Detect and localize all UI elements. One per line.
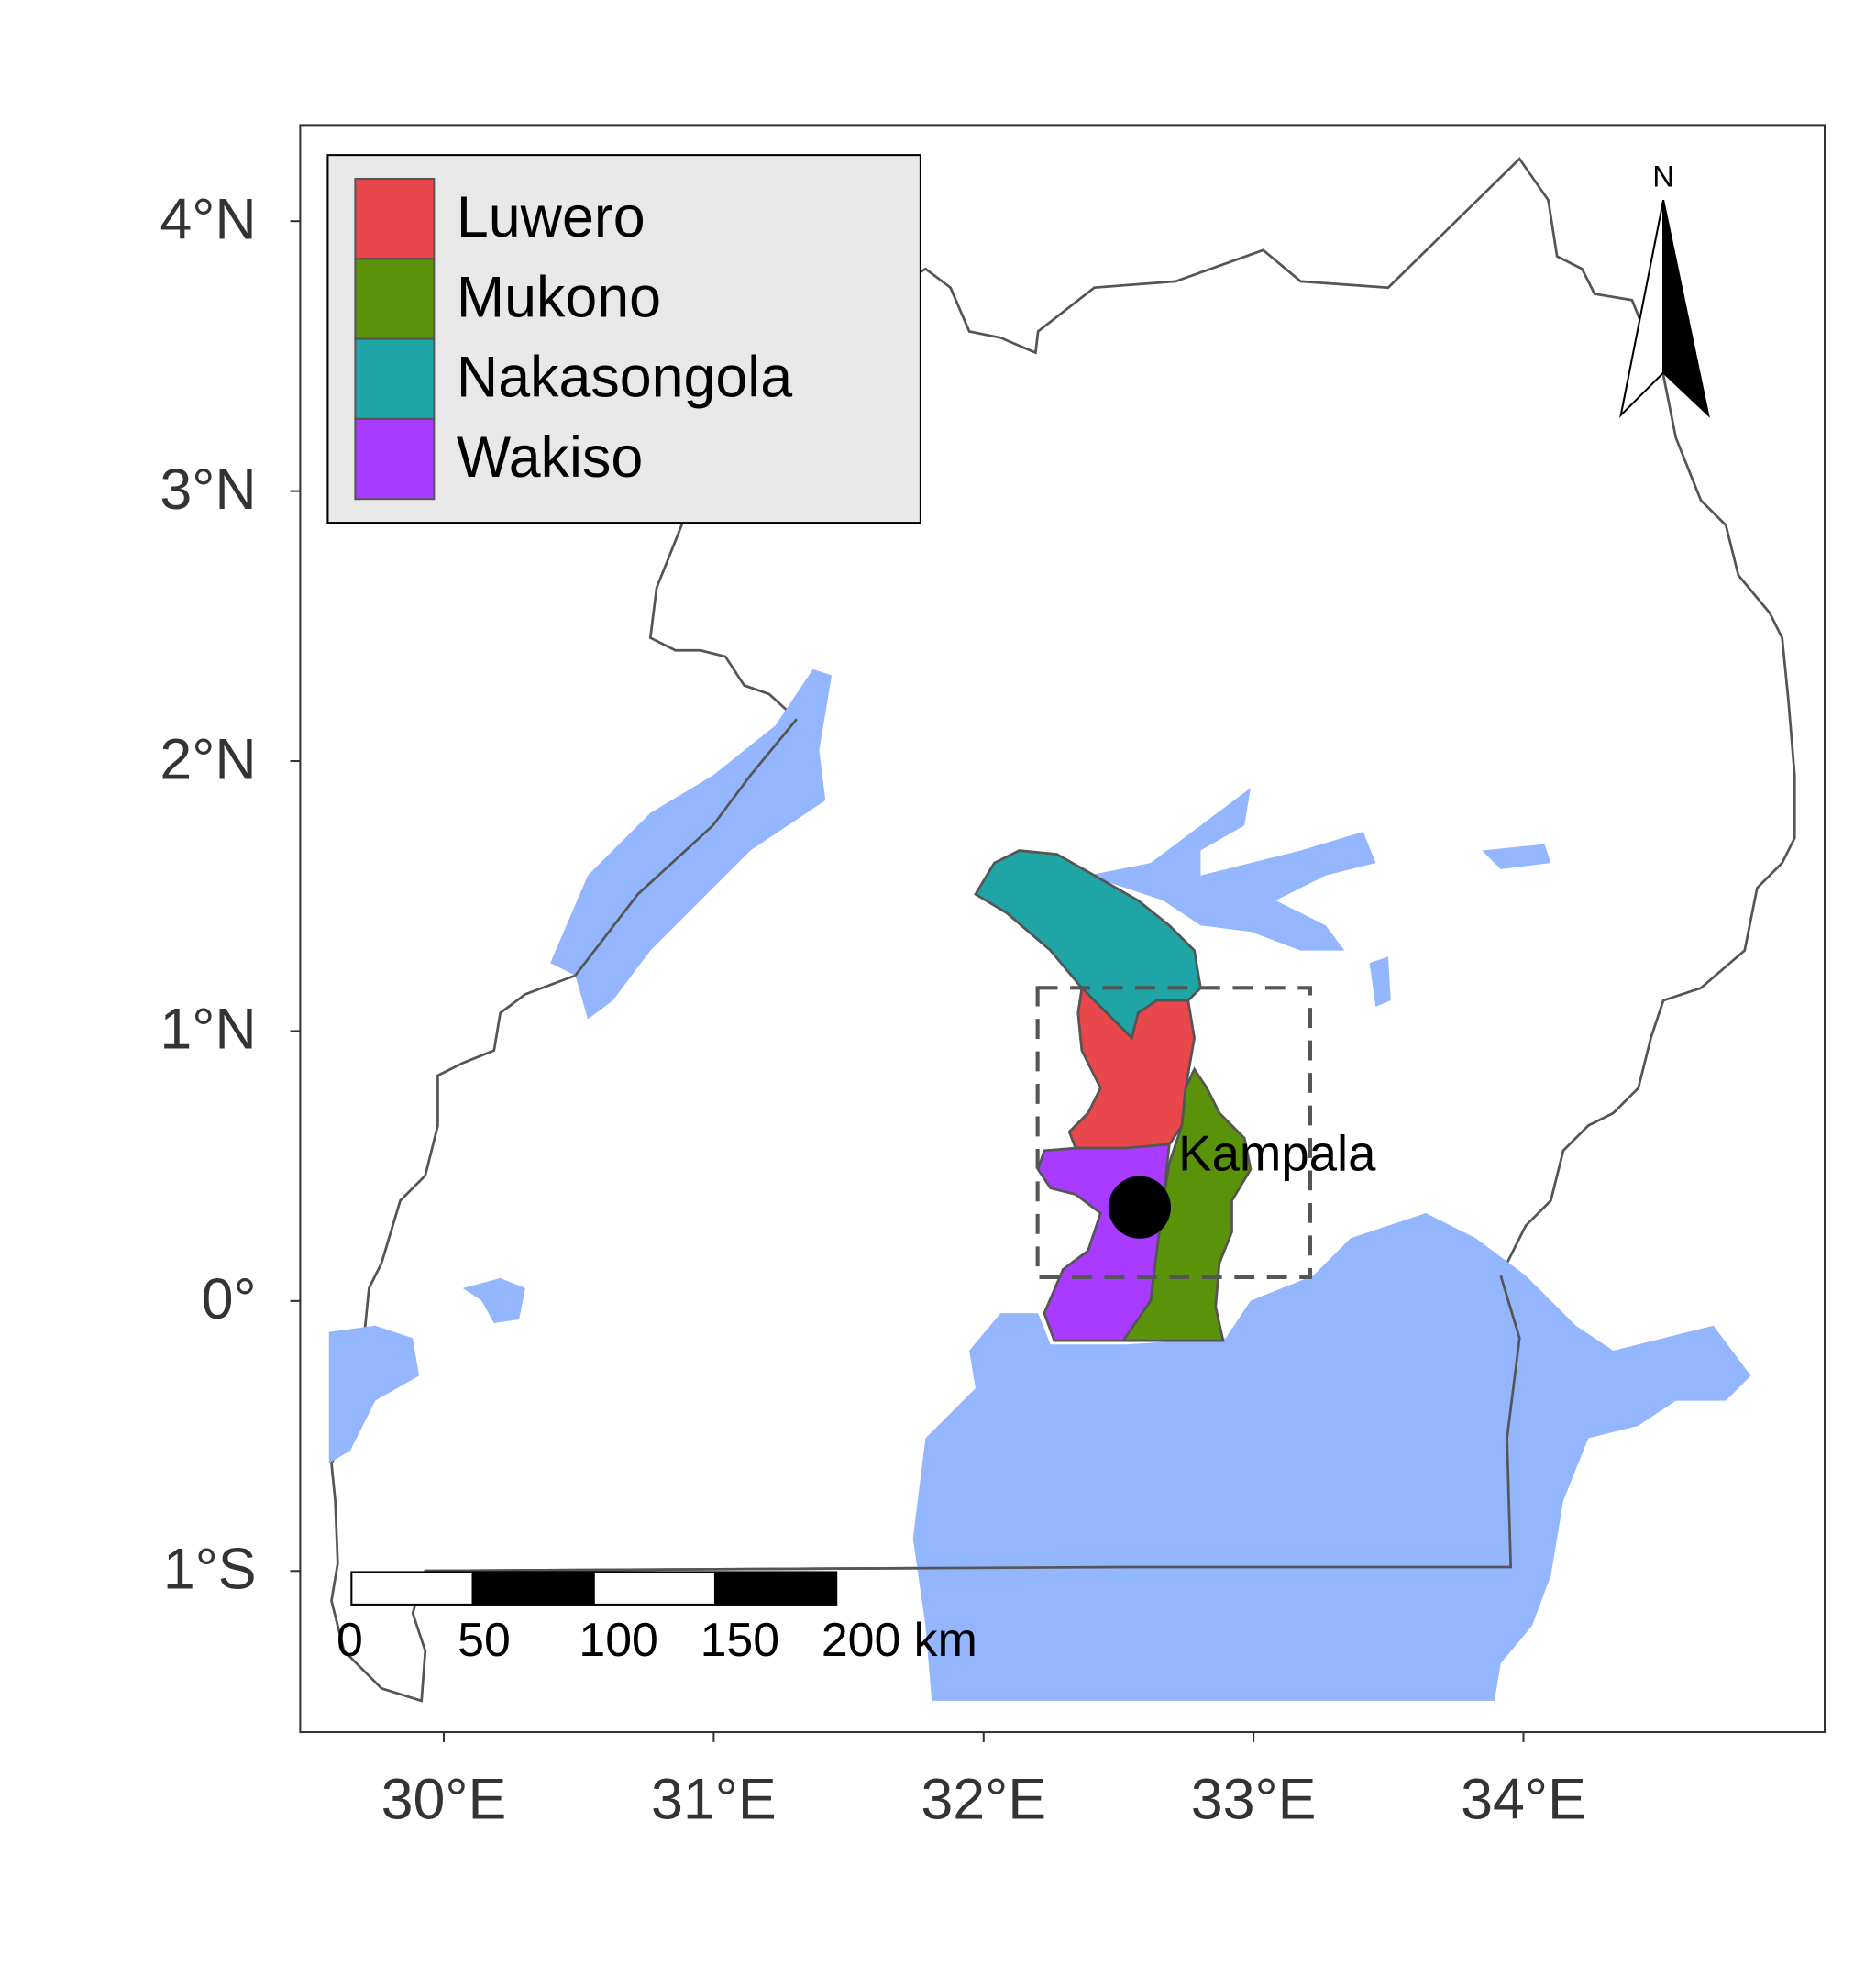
- scale-label: 0: [337, 1613, 363, 1666]
- legend-label: Mukono: [457, 265, 661, 329]
- y-tick-label: 3°N: [160, 458, 256, 522]
- lake: [912, 1213, 1751, 1701]
- scale-label: 100: [579, 1613, 657, 1666]
- y-tick-label: 1°N: [160, 998, 256, 1062]
- legend-swatch: [354, 417, 436, 501]
- lake: [462, 1277, 525, 1324]
- north-arrow-right: [1662, 200, 1710, 418]
- scale-segment: [471, 1571, 595, 1606]
- scale-segment: [592, 1571, 717, 1606]
- scale-segment: [713, 1571, 838, 1606]
- legend-label: Wakiso: [457, 425, 643, 490]
- lakes: [328, 668, 1751, 1701]
- scale-segment: [350, 1571, 474, 1606]
- y-tick-label: 4°N: [160, 188, 256, 252]
- x-tick-label: 31°E: [651, 1767, 777, 1831]
- y-tick-label: 0°: [202, 1267, 257, 1331]
- scale-label: 200 km: [822, 1613, 977, 1666]
- x-tick-label: 30°E: [381, 1767, 507, 1831]
- legend-swatch: [354, 178, 436, 260]
- x-tick-label: 32°E: [921, 1767, 1046, 1831]
- country-border: [425, 718, 1521, 1573]
- x-tick-label: 33°E: [1191, 1767, 1317, 1831]
- lake: [1369, 956, 1391, 1007]
- city-label: Kampala: [1178, 1126, 1376, 1182]
- legend-label: Luwero: [457, 185, 646, 249]
- legend-label: Nakasongola: [457, 346, 792, 410]
- lake: [1087, 788, 1376, 951]
- scale-label: 50: [458, 1613, 511, 1666]
- y-tick-label: 2°N: [160, 727, 256, 791]
- y-tick-label: 1°S: [163, 1538, 257, 1602]
- city-point: [1108, 1176, 1171, 1239]
- x-tick-label: 34°E: [1461, 1767, 1586, 1831]
- study-area: [1035, 986, 1312, 1279]
- lake: [1482, 844, 1551, 869]
- legend-swatch: [354, 258, 436, 340]
- legend-swatch: [354, 337, 436, 420]
- panel-border: [299, 124, 1826, 1734]
- north-label: N: [1652, 160, 1674, 193]
- map-panel: [328, 157, 1796, 1703]
- scale-label: 150: [701, 1613, 779, 1666]
- lake: [328, 1325, 419, 1463]
